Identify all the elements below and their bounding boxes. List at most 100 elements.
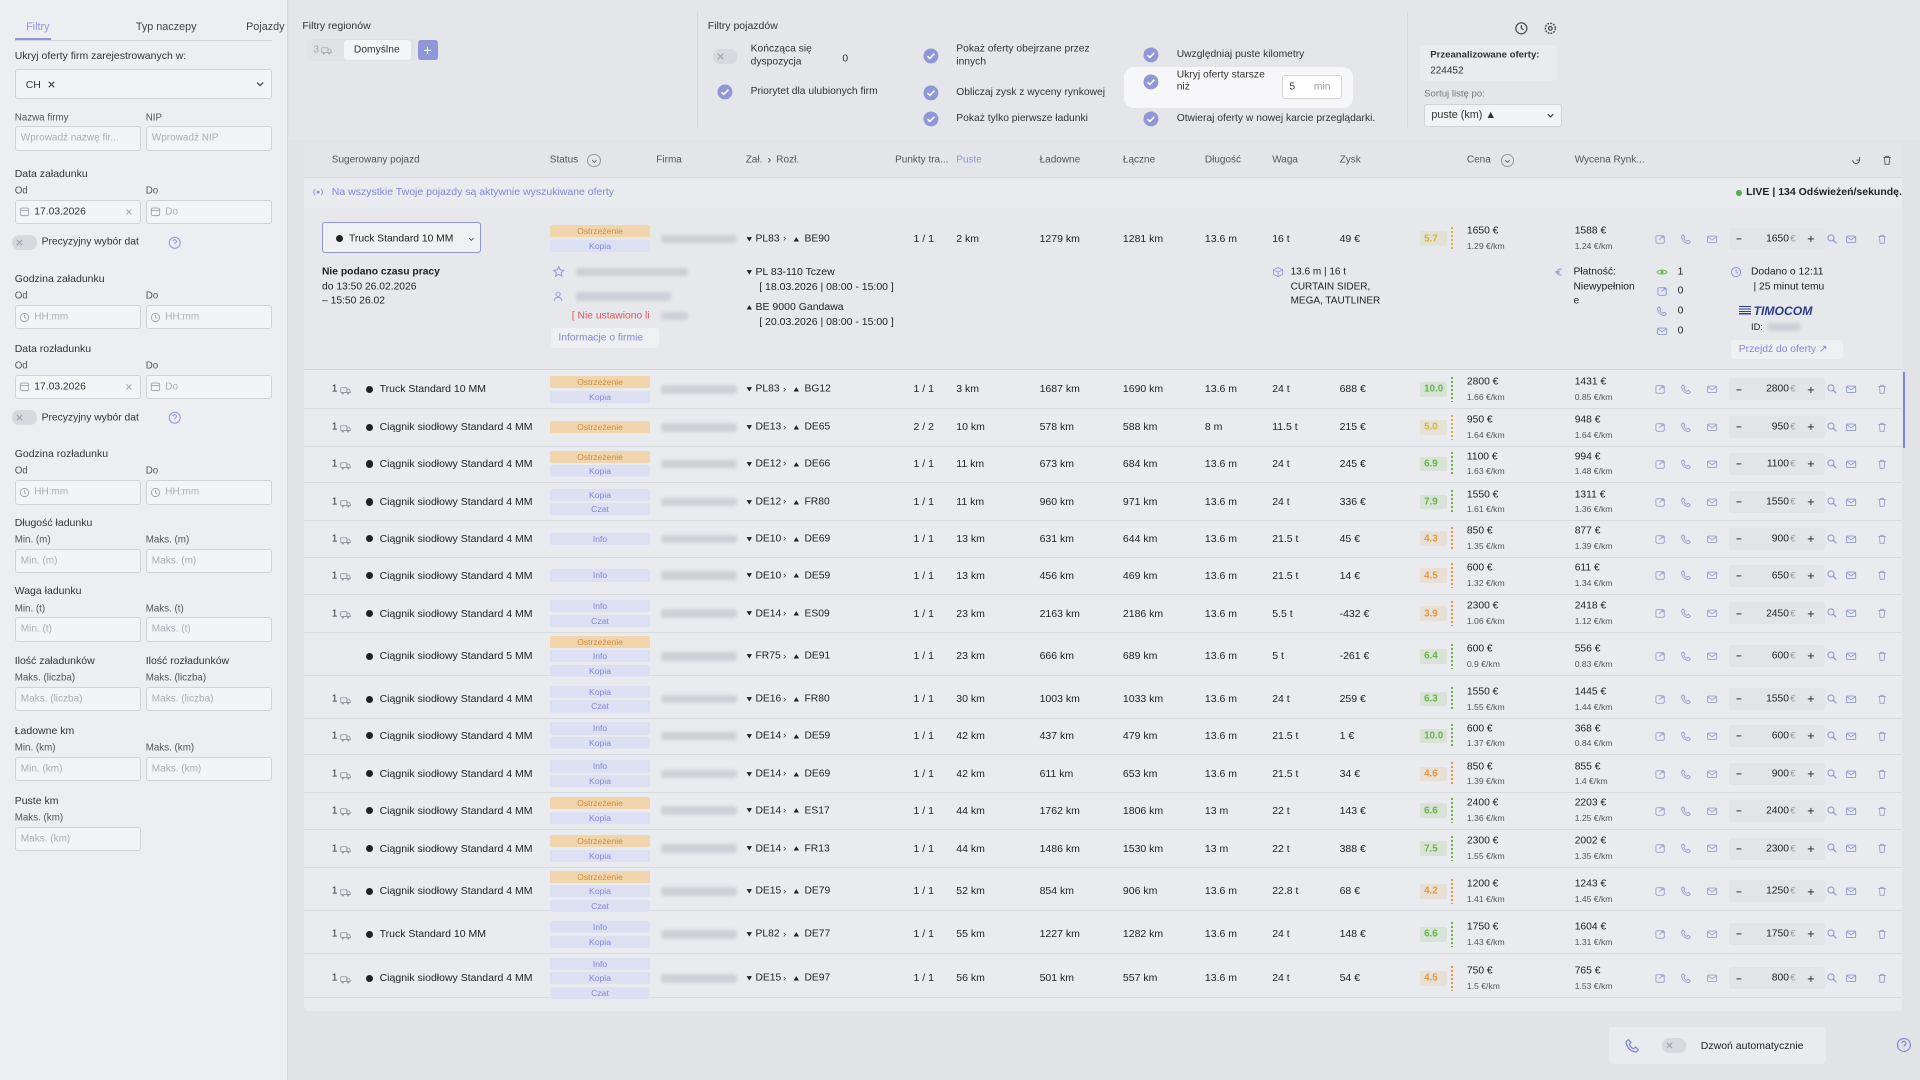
column-header[interactable]: Ładowne (1039, 154, 1081, 166)
bid-decrease[interactable] (1734, 497, 1744, 507)
bid-decrease[interactable] (1734, 694, 1744, 704)
bid-decrease[interactable] (1734, 769, 1744, 779)
delete[interactable] (1876, 533, 1888, 545)
search-similar[interactable] (1826, 421, 1838, 433)
column-header[interactable]: Długość (1204, 154, 1242, 166)
hide-offer[interactable] (1845, 768, 1857, 780)
call[interactable] (1680, 383, 1692, 395)
bid-increase[interactable] (1806, 534, 1816, 544)
share[interactable] (1654, 972, 1666, 984)
input[interactable] (14, 826, 141, 851)
bid-value[interactable]: 600 (1771, 650, 1789, 662)
history[interactable] (1514, 21, 1529, 36)
search-similar[interactable] (1826, 650, 1838, 662)
bid-value[interactable]: 900 (1771, 533, 1789, 545)
search-similar[interactable] (1826, 885, 1838, 897)
input[interactable] (14, 756, 141, 782)
column-header[interactable]: Puste (956, 154, 982, 166)
call[interactable] (1680, 805, 1692, 817)
input[interactable] (145, 374, 272, 400)
auto-call-label[interactable]: Dzwoń automatycznie (1700, 1039, 1804, 1052)
search-similar[interactable] (1826, 805, 1838, 817)
email[interactable] (1706, 885, 1718, 897)
delete[interactable] (1876, 972, 1888, 984)
input[interactable] (145, 686, 272, 712)
call[interactable] (1680, 768, 1692, 780)
column-header[interactable]: Rozł. (776, 154, 800, 166)
refresh[interactable] (1850, 154, 1862, 166)
bid-decrease[interactable] (1734, 422, 1744, 432)
share[interactable] (1654, 730, 1666, 742)
email[interactable] (1706, 805, 1718, 817)
checkbox[interactable] (923, 48, 939, 64)
bid-increase[interactable] (1806, 731, 1816, 741)
search-similar[interactable] (1826, 693, 1838, 705)
search-similar[interactable] (1826, 383, 1838, 395)
call[interactable] (1680, 496, 1692, 508)
delete[interactable] (1876, 233, 1888, 245)
input[interactable] (145, 199, 272, 225)
bid-decrease[interactable] (1734, 234, 1744, 244)
bid-decrease[interactable] (1734, 806, 1744, 816)
column-header[interactable]: Sugerowany pojazd (331, 154, 420, 166)
share[interactable] (1654, 496, 1666, 508)
option-label[interactable]: Kończąca się dyspozycja (750, 43, 812, 68)
bid-decrease[interactable] (1734, 651, 1744, 661)
share[interactable] (1654, 421, 1666, 433)
email[interactable] (1706, 533, 1718, 545)
column-header[interactable]: Zał. (745, 154, 763, 166)
toggle[interactable] (12, 410, 37, 425)
bid-decrease[interactable] (1734, 887, 1744, 897)
favourite[interactable] (552, 265, 566, 279)
bid-value[interactable]: 1100 (1766, 458, 1789, 470)
settings[interactable] (1543, 21, 1558, 36)
bid-increase[interactable] (1806, 844, 1816, 854)
delete[interactable] (1876, 496, 1888, 508)
option-label[interactable]: Obliczaj zysk z wyceny rynkowej (956, 86, 1106, 98)
email[interactable] (1706, 730, 1718, 742)
bid-decrease[interactable] (1734, 534, 1744, 544)
share[interactable] (1654, 533, 1666, 545)
checkbox[interactable] (923, 111, 939, 127)
email[interactable] (1706, 693, 1718, 705)
delete[interactable] (1876, 383, 1888, 395)
hide-offer[interactable] (1845, 693, 1857, 705)
bid-increase[interactable] (1806, 769, 1816, 779)
email[interactable] (1706, 383, 1718, 395)
clear-all[interactable] (1881, 154, 1893, 166)
option-label[interactable]: Uwzględniaj puste kilometry (1176, 48, 1305, 60)
delete[interactable] (1876, 768, 1888, 780)
hide-offer[interactable] (1845, 233, 1857, 245)
bid-increase[interactable] (1806, 422, 1816, 432)
call[interactable] (1680, 533, 1692, 545)
open-offer-btn[interactable] (1731, 340, 1843, 359)
bid-value[interactable]: 950 (1771, 421, 1789, 433)
delete[interactable] (1876, 569, 1888, 581)
input[interactable] (145, 617, 272, 642)
bid-value[interactable]: 2450 (1766, 608, 1789, 619)
search-similar[interactable] (1826, 233, 1838, 245)
input[interactable] (145, 756, 272, 782)
share[interactable] (1654, 693, 1666, 705)
option-label[interactable]: Pokaż oferty obejrzane przez innych (956, 43, 1090, 68)
vehicle-select[interactable] (322, 221, 482, 254)
hide-offer[interactable] (1845, 842, 1857, 854)
input[interactable] (14, 548, 141, 574)
share[interactable] (1654, 607, 1666, 619)
chip-remove[interactable] (46, 79, 57, 90)
hide-offer[interactable] (1845, 730, 1857, 742)
bid-value[interactable]: 1550 (1766, 693, 1789, 705)
bid-increase[interactable] (1806, 694, 1816, 704)
bid-increase[interactable] (1806, 806, 1816, 816)
delete[interactable] (1876, 458, 1888, 470)
option-label[interactable]: Otwieraj oferty w nowej karcie przegląda… (1176, 112, 1376, 124)
preset-chip[interactable] (344, 40, 412, 60)
bid-increase[interactable] (1806, 929, 1816, 939)
search-similar[interactable] (1826, 972, 1838, 984)
bid-decrease[interactable] (1734, 571, 1744, 581)
email[interactable] (1706, 607, 1718, 619)
bid-value[interactable]: 1550 (1766, 496, 1789, 508)
email[interactable] (1706, 972, 1718, 984)
checkbox[interactable] (717, 84, 733, 100)
age-input[interactable] (1282, 74, 1342, 100)
